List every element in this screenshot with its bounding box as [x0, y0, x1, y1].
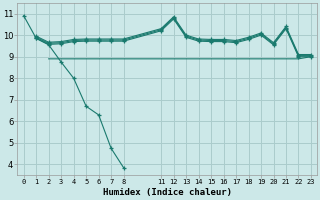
X-axis label: Humidex (Indice chaleur): Humidex (Indice chaleur): [103, 188, 232, 197]
